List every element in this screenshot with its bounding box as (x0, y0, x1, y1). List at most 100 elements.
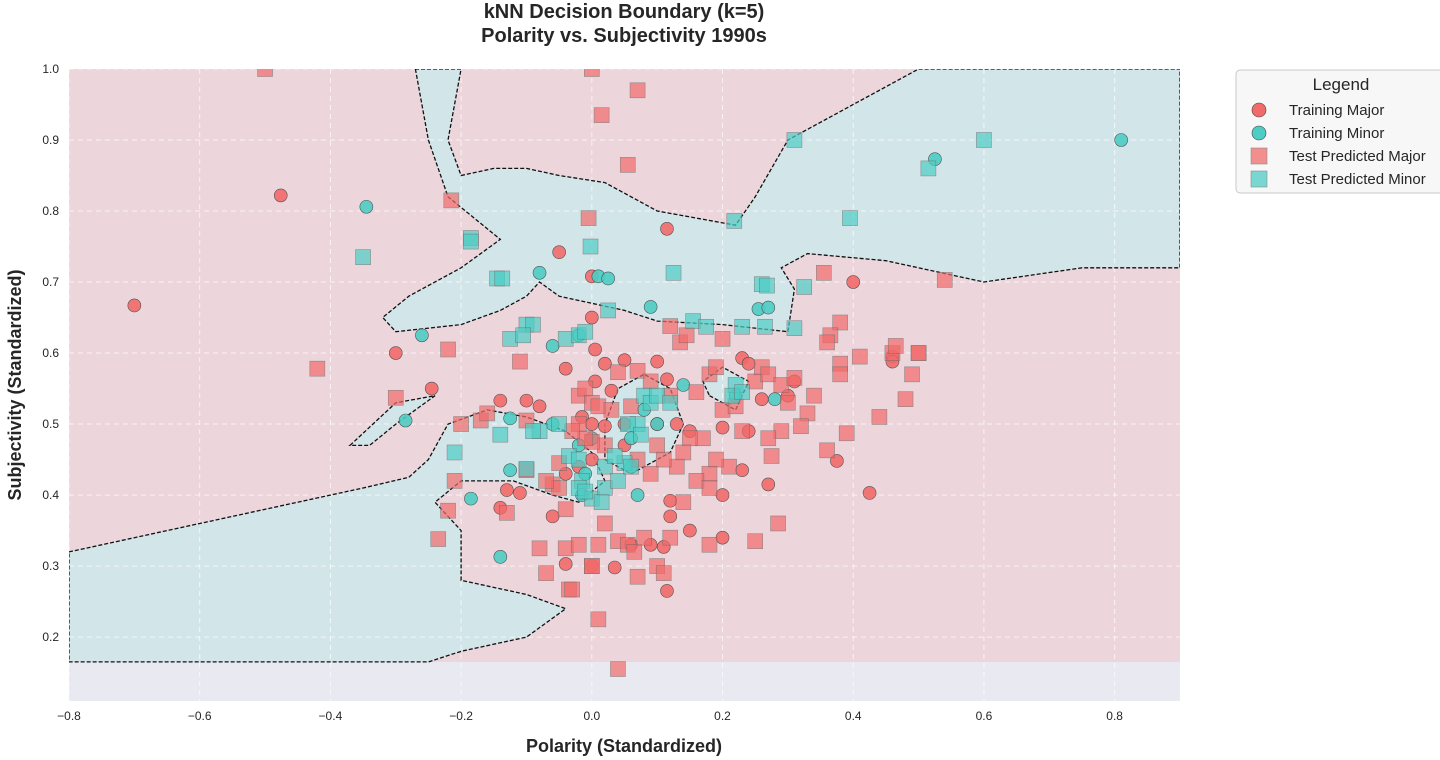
point-3-18 (757, 318, 773, 335)
data-points (127, 69, 1128, 677)
y-tick-label-2: 0.4 (42, 488, 59, 502)
point-3-19 (786, 320, 803, 336)
point-2-3 (593, 107, 610, 123)
point-2-39 (747, 373, 764, 390)
y-tick-label-1: 0.3 (42, 559, 59, 573)
legend-box (1235, 69, 1440, 194)
legend-title: Legend (1313, 75, 1370, 94)
point-2-27 (590, 398, 607, 415)
boundary-line-1 (348, 395, 436, 447)
point-1-26 (493, 550, 508, 564)
point-0-44 (585, 452, 599, 467)
y-axis-ticks: 0.2 0.3 0.4 0.5 0.6 0.7 0.8 0.9 1.0 (42, 62, 59, 644)
point-2-58 (819, 442, 835, 459)
point-2-63 (734, 423, 750, 439)
point-2-46 (806, 387, 822, 404)
point-2-64 (721, 458, 737, 475)
point-3-52 (610, 473, 626, 489)
point-2-115 (557, 501, 574, 518)
point-0-41 (663, 493, 678, 508)
y-tick-label-8: 1.0 (42, 62, 59, 76)
point-3-16 (698, 318, 714, 335)
x-tick-label-3: −0.2 (449, 709, 473, 723)
point-1-19 (650, 417, 664, 431)
point-2-44 (786, 370, 803, 386)
point-2-110 (701, 480, 718, 496)
point-2-70 (668, 458, 685, 475)
point-2-89 (531, 540, 548, 557)
point-3-47 (518, 460, 535, 477)
point-2-11 (819, 334, 835, 351)
point-3-3 (842, 210, 858, 226)
point-0-55 (558, 557, 573, 571)
point-2-71 (655, 451, 672, 468)
point-2-107 (675, 494, 692, 510)
point-2-87 (440, 502, 456, 519)
point-2-68 (682, 430, 698, 447)
point-0-48 (513, 486, 527, 500)
point-2-109 (701, 536, 718, 553)
point-2-60 (773, 423, 790, 439)
point-3-13 (759, 277, 775, 294)
x-axis-label: Polarity (Standardized) (526, 736, 722, 756)
legend-label-3: Test Predicted Minor (1289, 171, 1426, 188)
point-2-111 (747, 533, 764, 550)
point-2-56 (871, 409, 888, 425)
point-2-42 (773, 377, 790, 393)
point-0-4 (846, 275, 861, 289)
point-2-5 (443, 192, 460, 209)
point-2-19 (387, 389, 404, 406)
point-2-28 (603, 402, 620, 418)
legend-label-2: Test Predicted Major (1289, 148, 1426, 165)
legend: Legend Training Major Training Minor Test … (1235, 69, 1440, 194)
point-2-4 (619, 157, 636, 173)
point-1-12 (398, 413, 413, 428)
point-2-49 (851, 348, 868, 365)
point-2-90 (538, 565, 554, 581)
point-3-56 (593, 494, 610, 510)
point-2-83 (538, 473, 554, 489)
point-3-30 (525, 423, 541, 439)
point-0-13 (588, 342, 602, 357)
point-3-33 (570, 451, 587, 468)
point-0-17 (660, 372, 674, 387)
series-2 (257, 69, 953, 677)
point-3-22 (502, 331, 518, 347)
y-tick-label-3: 0.5 (42, 417, 59, 431)
point-0-6 (388, 346, 403, 360)
point-0-37 (862, 486, 877, 500)
point-3-54 (606, 448, 623, 464)
point-3-41 (619, 416, 636, 432)
point-2-102 (629, 568, 646, 585)
point-2-43 (780, 394, 796, 411)
point-1-0 (359, 199, 374, 214)
point-2-61 (760, 430, 777, 447)
point-2-1 (584, 69, 600, 77)
point-1-23 (503, 463, 517, 478)
point-1-7 (643, 300, 658, 314)
point-3-14 (796, 279, 813, 295)
point-2-20 (453, 416, 469, 432)
point-3-53 (623, 458, 639, 475)
point-2-103 (636, 529, 652, 546)
point-2-57 (838, 425, 855, 442)
point-3-31 (492, 426, 509, 443)
point-2-113 (610, 661, 626, 677)
point-2-41 (760, 366, 777, 383)
point-0-9 (519, 393, 534, 408)
point-0-26 (585, 417, 599, 431)
point-2-112 (770, 515, 786, 532)
point-3-2 (920, 160, 937, 177)
point-0-1 (273, 188, 288, 203)
point-1-27 (768, 392, 782, 407)
point-3-27 (600, 302, 616, 319)
point-0-40 (715, 488, 730, 502)
region-minor-0 (69, 409, 605, 662)
point-0-14 (598, 356, 612, 371)
point-2-88 (430, 531, 447, 547)
point-0-10 (532, 399, 547, 414)
point-2-12 (714, 331, 731, 347)
chart-title-line-2: Polarity vs. Subjectivity 1990s (481, 25, 767, 47)
point-2-79 (564, 423, 581, 439)
point-2-2 (629, 82, 646, 99)
